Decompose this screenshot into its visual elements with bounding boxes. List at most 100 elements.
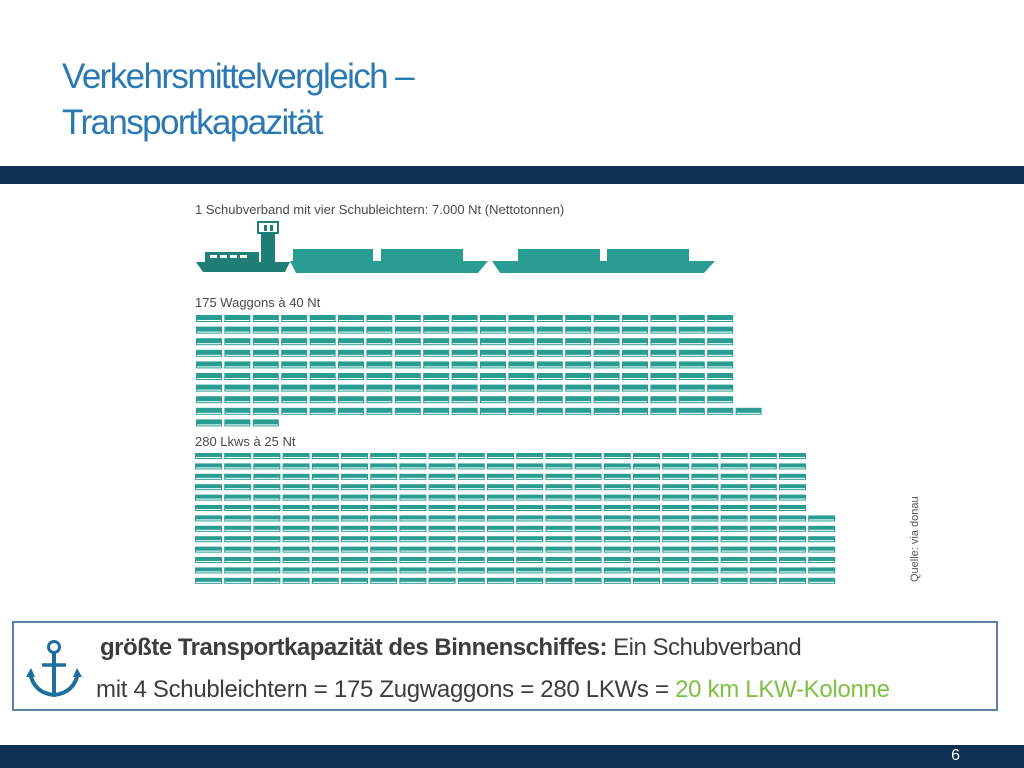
truck-pictogram	[283, 495, 310, 501]
truck-pictogram	[224, 484, 251, 490]
truck-pictogram	[253, 495, 280, 501]
truck-pictogram	[808, 536, 835, 542]
wagon-pictogram	[707, 408, 733, 415]
truck-pictogram	[224, 567, 251, 573]
wagon-pictogram	[565, 338, 591, 345]
wagon-pictogram	[594, 315, 620, 322]
truck-pictogram	[487, 505, 514, 511]
wagon-pictogram	[423, 373, 449, 380]
truck-pictogram	[458, 463, 485, 469]
wagon-pictogram	[281, 396, 307, 403]
wagon-pictogram	[622, 327, 648, 334]
callout-equation: mit 4 Schubleichtern = 175 Zugwaggons = …	[96, 676, 675, 703]
truck-pictogram	[195, 515, 222, 521]
wagon-pictogram	[594, 338, 620, 345]
truck-pictogram	[341, 474, 368, 480]
truck-pictogram	[516, 463, 543, 469]
truck-pictogram	[691, 526, 718, 532]
truck-pictogram	[487, 578, 514, 584]
wagon-pictogram	[480, 373, 506, 380]
truck-pictogram	[575, 463, 602, 469]
wagon-pictogram	[196, 327, 222, 334]
truck-pictogram	[750, 567, 777, 573]
wagon-pictogram	[281, 327, 307, 334]
truck-pictogram	[691, 463, 718, 469]
truck-pictogram	[312, 547, 339, 553]
truck-pictogram	[721, 495, 748, 501]
truck-pictogram	[633, 484, 660, 490]
wagon-pictogram	[196, 373, 222, 380]
truck-pictogram	[429, 505, 456, 511]
truck-pictogram	[604, 453, 631, 459]
wagon-pictogram	[679, 327, 705, 334]
wagon-pictogram	[196, 361, 222, 368]
truck-pictogram	[399, 484, 426, 490]
truck-pictogram	[779, 495, 806, 501]
wagon-pictogram	[196, 315, 222, 322]
truck-pictogram	[750, 505, 777, 511]
truck-pictogram	[370, 515, 397, 521]
wagon-pictogram	[224, 396, 250, 403]
wagon-pictogram	[395, 373, 421, 380]
wagon-pictogram	[452, 315, 478, 322]
truck-pictogram	[399, 557, 426, 563]
truck-pictogram	[633, 505, 660, 511]
truck-pictogram	[429, 484, 456, 490]
truck-pictogram	[341, 453, 368, 459]
truck-pictogram	[312, 484, 339, 490]
truck-pictogram	[779, 547, 806, 553]
wagon-pictogram	[366, 361, 392, 368]
truck-pictogram	[633, 463, 660, 469]
truck-pictogram	[370, 578, 397, 584]
truck-pictogram	[341, 578, 368, 584]
wagon-pictogram	[650, 338, 676, 345]
wagon-pictogram	[423, 361, 449, 368]
wagon-pictogram	[224, 373, 250, 380]
truck-pictogram	[341, 484, 368, 490]
truck-pictogram	[750, 578, 777, 584]
footer-band	[0, 745, 1024, 768]
wagon-pictogram	[565, 361, 591, 368]
wagon-pictogram	[452, 350, 478, 357]
wagon-pictogram	[650, 361, 676, 368]
truck-pictogram	[545, 505, 572, 511]
wagon-pictogram	[423, 396, 449, 403]
truck-pictogram	[399, 515, 426, 521]
truck-pictogram	[604, 495, 631, 501]
truck-pictogram	[487, 567, 514, 573]
pusher-bridge	[258, 222, 278, 233]
wagon-pictogram	[537, 315, 563, 322]
wagon-pictogram	[196, 385, 222, 392]
wagon-pictogram	[310, 385, 336, 392]
truck-pictogram	[487, 484, 514, 490]
truck-pictogram	[750, 536, 777, 542]
wagon-pictogram	[224, 419, 250, 426]
truck-pictogram	[721, 453, 748, 459]
truck-pictogram	[545, 463, 572, 469]
wagon-pictogram	[253, 396, 279, 403]
wagon-pictogram	[310, 327, 336, 334]
truck-pictogram	[604, 484, 631, 490]
truck-pictogram	[370, 505, 397, 511]
wagon-pictogram	[366, 327, 392, 334]
truck-pictogram	[283, 557, 310, 563]
wagon-pictogram	[480, 350, 506, 357]
truck-pictogram	[312, 453, 339, 459]
truck-pictogram	[458, 567, 485, 573]
callout-bold-text: größte Transportkapazität des Binnenschi…	[100, 634, 607, 661]
truck-pictogram	[779, 474, 806, 480]
wagon-pictogram	[622, 350, 648, 357]
wagon-pictogram	[480, 338, 506, 345]
truck-pictogram	[458, 453, 485, 459]
wagon-pictogram	[508, 361, 534, 368]
truck-pictogram	[458, 505, 485, 511]
wagon-pictogram	[395, 408, 421, 415]
truck-pictogram	[691, 484, 718, 490]
truck-pictogram	[662, 515, 689, 521]
truck-pictogram	[516, 495, 543, 501]
truck-pictogram	[779, 453, 806, 459]
truck-pictogram	[779, 515, 806, 521]
truck-pictogram	[662, 453, 689, 459]
wagon-grid	[196, 315, 762, 426]
truck-pictogram	[691, 567, 718, 573]
